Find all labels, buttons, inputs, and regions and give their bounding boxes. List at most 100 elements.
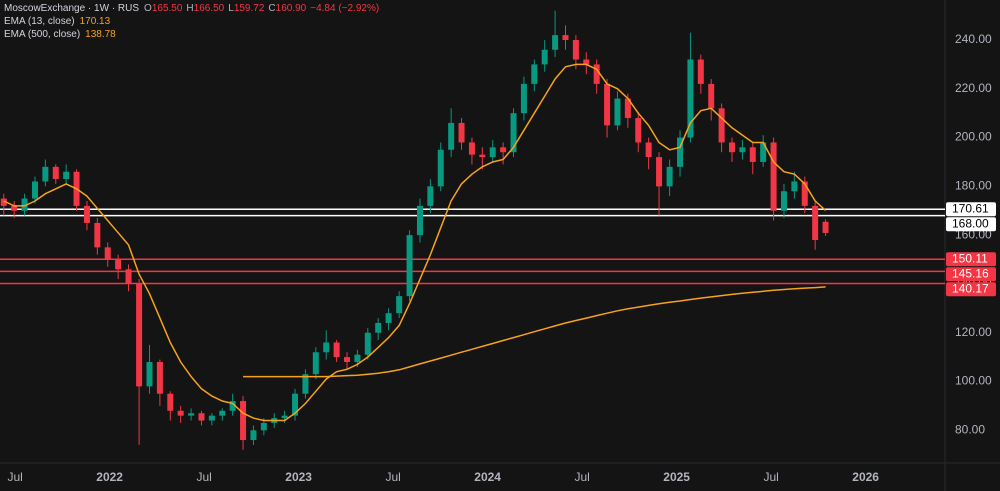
candle-body <box>364 332 371 355</box>
candle-body <box>302 374 309 394</box>
legend-entry: EMA (13, close) 170.13 <box>4 16 111 27</box>
candle-body <box>645 142 652 158</box>
level-label: 145.16 <box>952 266 989 280</box>
candle-body <box>0 198 7 206</box>
level-label: 150.11 <box>952 251 988 265</box>
candle-body <box>614 98 621 126</box>
candle-body <box>677 137 684 167</box>
level-label: 140.17 <box>952 281 989 295</box>
x-tick-label: Jul <box>574 470 589 484</box>
candle-body <box>531 64 538 84</box>
candle-body <box>791 181 798 192</box>
candle-body <box>666 166 673 187</box>
candle-body <box>583 59 590 65</box>
candle-body <box>770 142 777 211</box>
candle-body <box>780 191 787 211</box>
y-tick-label: 120.00 <box>955 325 992 339</box>
candle-body <box>458 122 465 143</box>
candle-body <box>562 35 569 41</box>
candle-body <box>593 64 600 84</box>
candle-body <box>479 154 486 158</box>
x-tick-label: 2022 <box>96 470 123 484</box>
change: −4.84 (−2.92%) <box>310 3 379 14</box>
candle-body <box>749 147 756 162</box>
candle-body <box>635 118 642 143</box>
legend-name: EMA (500, close) <box>4 29 80 40</box>
quote-key: O <box>144 3 152 14</box>
candle-body <box>146 361 153 387</box>
candle-body <box>728 142 735 153</box>
level-label-box <box>946 217 996 232</box>
legend-entry: EMA (500, close) 138.78 <box>4 29 116 40</box>
candle-body <box>406 235 413 297</box>
legend-value: 170.13 <box>80 16 111 27</box>
candle-body <box>739 147 746 153</box>
y-tick-label: 240.00 <box>955 32 992 46</box>
candle-body <box>208 415 215 421</box>
candle-body <box>344 357 351 362</box>
candle-body <box>115 259 122 270</box>
candle-body <box>552 35 559 50</box>
candle-body <box>250 430 257 441</box>
y-tick-label: 220.00 <box>955 81 992 95</box>
candle-body <box>427 186 434 206</box>
candle-body <box>801 181 808 206</box>
candle-body <box>822 221 829 233</box>
quote-value: 166.50 <box>194 3 225 14</box>
x-tick-label: 2024 <box>474 470 501 484</box>
candle-body <box>21 198 28 211</box>
candle-body <box>687 59 694 138</box>
level-label-box <box>946 282 996 297</box>
candle-body <box>468 142 475 155</box>
candle-body <box>177 410 184 416</box>
quote-value: 160.90 <box>276 3 307 14</box>
quote-value: 159.72 <box>234 3 265 14</box>
candle-body <box>63 171 70 180</box>
quote-key: C <box>268 3 275 14</box>
x-tick-label: 2023 <box>285 470 312 484</box>
candle-body <box>198 413 205 421</box>
ema-line <box>3 63 827 422</box>
candle-body <box>292 393 299 416</box>
candle-body <box>448 122 455 150</box>
candle-body <box>219 410 226 416</box>
y-tick-label: 100.00 <box>955 374 992 388</box>
candle-body <box>708 83 715 109</box>
candle-body <box>52 166 59 180</box>
candle-body <box>281 415 288 419</box>
x-tick-label: 2026 <box>852 470 879 484</box>
candle-body <box>697 59 704 84</box>
candle-body <box>333 342 340 358</box>
candle-body <box>510 113 517 153</box>
x-tick-label: Jul <box>196 470 211 484</box>
candle-body <box>229 401 236 411</box>
candle-body <box>83 205 90 223</box>
candle-body <box>385 313 392 323</box>
candle-body <box>812 205 819 241</box>
candle-body <box>489 147 496 158</box>
candle-body <box>42 166 49 182</box>
candle-body <box>188 413 195 416</box>
candle-body <box>656 157 663 187</box>
candle-body <box>375 322 382 333</box>
candle-body <box>125 269 132 284</box>
level-label: 170.61 <box>952 201 989 215</box>
x-tick-label: 2025 <box>663 470 690 484</box>
candle-body <box>437 149 444 187</box>
candle-body <box>520 83 527 114</box>
candle-body <box>156 361 163 394</box>
x-tick-label: Jul <box>385 470 400 484</box>
y-tick-label: 80.00 <box>955 422 985 436</box>
candle-body <box>760 142 767 162</box>
level-label-box <box>946 252 996 267</box>
candle-body <box>312 352 319 375</box>
candle-body <box>500 147 507 153</box>
candle-body <box>167 393 174 411</box>
candle-body <box>396 296 403 314</box>
candle-body <box>31 181 38 199</box>
quote-value: 165.50 <box>152 3 183 14</box>
y-tick-label: 200.00 <box>955 130 992 144</box>
candle-body <box>11 205 18 211</box>
